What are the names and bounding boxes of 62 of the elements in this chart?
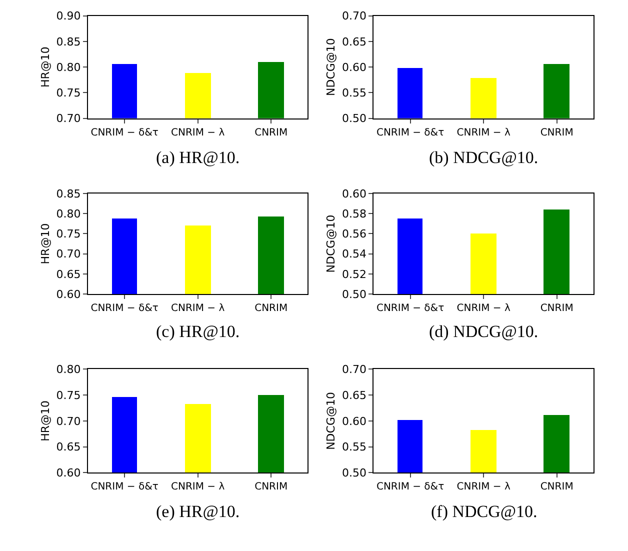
y-axis-title: HR@10 <box>38 400 52 442</box>
y-axis-title: NDCG@10 <box>324 214 338 273</box>
y-tick-label: 0.58 <box>342 207 366 220</box>
text: (a) HR@10. <box>156 148 240 167</box>
y-axis-title: NDCG@10 <box>324 38 338 96</box>
x-tick-label: CNRIM − λ <box>170 127 225 138</box>
x-tick-label: CNRIM <box>540 303 574 314</box>
y-tick-label: 0.65 <box>56 268 81 281</box>
y-tick-label: 0.75 <box>56 228 81 241</box>
x-tick-label: CNRIM − δ&τ <box>90 482 158 493</box>
y-tick-label: 0.60 <box>56 288 81 301</box>
x-tick-label: CNRIM − λ <box>456 127 510 138</box>
y-tick-label: 0.50 <box>342 112 366 126</box>
x-tick-label: CNRIM <box>254 127 288 138</box>
y-axis-title: HR@10 <box>38 223 52 264</box>
x-tick-label: CNRIM − δ&τ <box>376 303 444 314</box>
y-tick-label: 0.55 <box>342 440 366 454</box>
y-tick-label: 0.80 <box>56 207 81 220</box>
y-tick-label: 0.75 <box>56 86 81 100</box>
x-tick-label: CNRIM − λ <box>456 482 510 493</box>
text: (c) HR@10. <box>156 322 240 341</box>
y-tick-label: 0.90 <box>56 10 81 23</box>
y-tick-label: 0.70 <box>342 10 366 23</box>
x-tick-label: CNRIM − δ&τ <box>376 482 444 493</box>
x-tick-label: CNRIM − δ&τ <box>90 303 158 314</box>
text: (f) NDCG@10. <box>431 502 538 521</box>
x-tick-label: CNRIM − λ <box>170 303 225 314</box>
y-tick-label: 0.70 <box>56 248 81 261</box>
x-tick-label: CNRIM − δ&τ <box>376 127 444 138</box>
y-tick-label: 0.85 <box>56 187 81 200</box>
y-tick-label: 0.65 <box>342 388 366 402</box>
text: (d) NDCG@10. <box>429 322 538 341</box>
x-tick-label: CNRIM <box>254 482 288 493</box>
y-axis-title: HR@10 <box>38 46 52 88</box>
y-tick-label: 0.50 <box>342 466 366 480</box>
y-tick-label: 0.65 <box>342 35 366 48</box>
y-tick-label: 0.80 <box>56 363 81 376</box>
x-tick-label: CNRIM <box>540 482 574 493</box>
y-tick-label: 0.50 <box>342 288 366 301</box>
x-tick-label: CNRIM − λ <box>456 303 510 314</box>
y-tick-label: 0.60 <box>342 414 366 428</box>
y-tick-label: 0.75 <box>56 388 81 402</box>
y-tick-label: 0.60 <box>342 187 366 200</box>
y-tick-label: 0.54 <box>342 248 366 261</box>
y-tick-label: 0.80 <box>56 60 81 74</box>
y-tick-label: 0.70 <box>342 363 366 376</box>
x-tick-label: CNRIM − δ&τ <box>90 127 158 138</box>
text: (e) HR@10. <box>156 502 240 521</box>
x-tick-label: CNRIM − λ <box>170 482 225 493</box>
text: (b) NDCG@10. <box>429 148 538 167</box>
y-tick-label: 0.60 <box>342 60 366 74</box>
y-tick-label: 0.55 <box>342 86 366 100</box>
y-tick-label: 0.60 <box>56 466 81 480</box>
y-tick-label: 0.65 <box>56 440 81 454</box>
x-tick-label: CNRIM <box>254 303 288 314</box>
x-tick-label: CNRIM <box>540 127 574 138</box>
y-tick-label: 0.56 <box>342 228 366 241</box>
y-tick-label: 0.52 <box>342 268 366 281</box>
y-axis-title: NDCG@10 <box>324 392 338 450</box>
y-tick-label: 0.70 <box>56 112 81 126</box>
y-tick-label: 0.85 <box>56 35 81 48</box>
y-tick-label: 0.70 <box>56 414 81 428</box>
